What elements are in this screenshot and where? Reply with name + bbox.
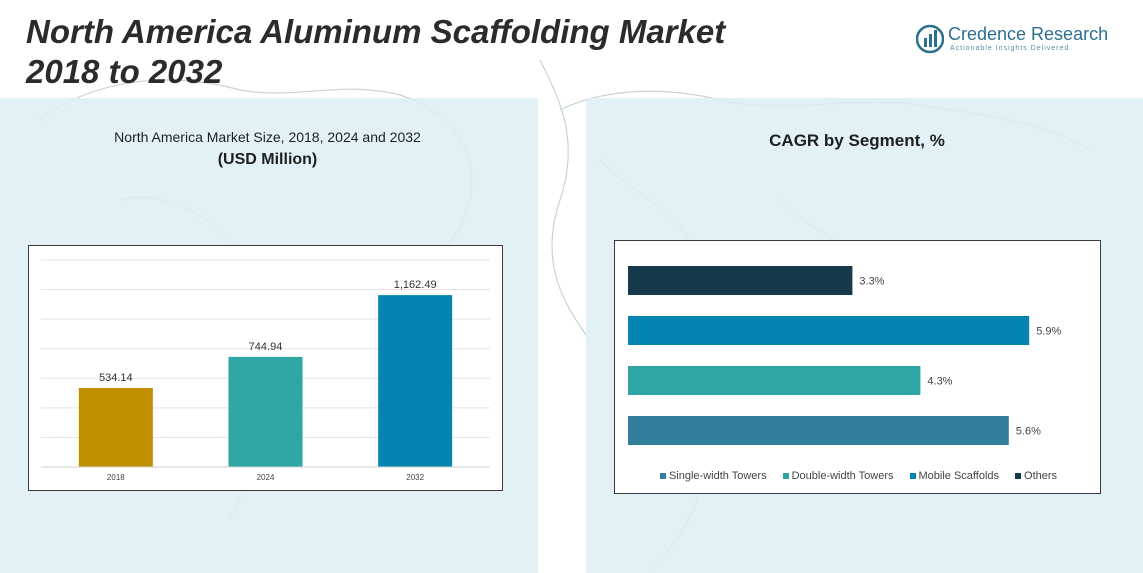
legend-item-double-width-towers: Double-width Towers — [782, 470, 894, 482]
legend-swatch — [782, 473, 789, 479]
logo-tagline: Actionable Insights Delivered — [950, 45, 1070, 52]
legend-item-mobile-scaffolds: Mobile Scaffolds — [909, 470, 1000, 482]
legend-label: Mobile Scaffolds — [918, 470, 1000, 482]
legend-swatch — [909, 473, 916, 479]
hbar-others — [628, 266, 853, 295]
bar-chart-icon — [916, 24, 944, 54]
hbar-mobile-scaffolds — [628, 316, 1030, 345]
legend-label: Others — [1024, 470, 1058, 482]
legend-label: Single-width Towers — [668, 470, 767, 482]
bar-value-label-2024: 744.94 — [249, 341, 283, 353]
legend-item-single-width-towers: Single-width Towers — [659, 470, 767, 482]
bar-2018 — [78, 388, 153, 467]
x-tick-label-2032: 2032 — [406, 473, 424, 482]
left-chart-title: North America Market Size, 2018, 2024 an… — [114, 129, 421, 145]
bar-value-label-2032: 1,162.49 — [394, 279, 437, 291]
bar-2032 — [378, 295, 453, 467]
hbar-value-label-double-width-towers: 4.3% — [927, 376, 952, 388]
market-size-bar-chart: 534.14 2018 744.94 2024 1,162.49 2032 — [41, 259, 490, 482]
page-title-line-2: 2018 to 2032 — [26, 53, 223, 90]
hbar-value-label-others: 3.3% — [859, 276, 884, 288]
x-tick-label-2018: 2018 — [107, 473, 125, 482]
legend-swatch — [659, 473, 666, 479]
legend-swatch — [1015, 473, 1022, 479]
cagr-chart: 3.3% 5.9% 4.3% 5.6% Single-width Towers Doub… — [614, 240, 1101, 494]
hbar-double-width-towers — [628, 366, 921, 395]
bar-2024 — [228, 356, 303, 467]
left-chart-subtitle: (USD Million) — [217, 151, 318, 168]
hbar-value-label-single-width-towers: 5.6% — [1016, 426, 1041, 438]
hbar-value-label-mobile-scaffolds: 5.9% — [1036, 326, 1061, 338]
page-title-line-1: North America Aluminum Scaffolding Marke… — [26, 13, 726, 50]
credence-research-logo: Credence Research Actionable Insights De… — [916, 22, 1116, 56]
cagr-legend: Single-width Towers Double-width Towers Mo… — [615, 470, 1102, 482]
cagr-bar-chart: 3.3% 5.9% 4.3% 5.6% — [628, 266, 1061, 445]
legend-label: Double-width Towers — [791, 470, 894, 482]
logo-name: Credence Research — [948, 24, 1109, 44]
x-tick-label-2024: 2024 — [257, 473, 275, 482]
bar-value-label-2018: 534.14 — [99, 372, 133, 384]
hbar-single-width-towers — [628, 416, 1009, 445]
right-chart-title: CAGR by Segment, % — [769, 131, 945, 150]
legend-item-others: Others — [1015, 470, 1057, 482]
page-title: North America Aluminum Scaffolding Marke… — [26, 12, 786, 92]
market-size-chart: 534.14 2018 744.94 2024 1,162.49 2032 — [28, 245, 503, 491]
